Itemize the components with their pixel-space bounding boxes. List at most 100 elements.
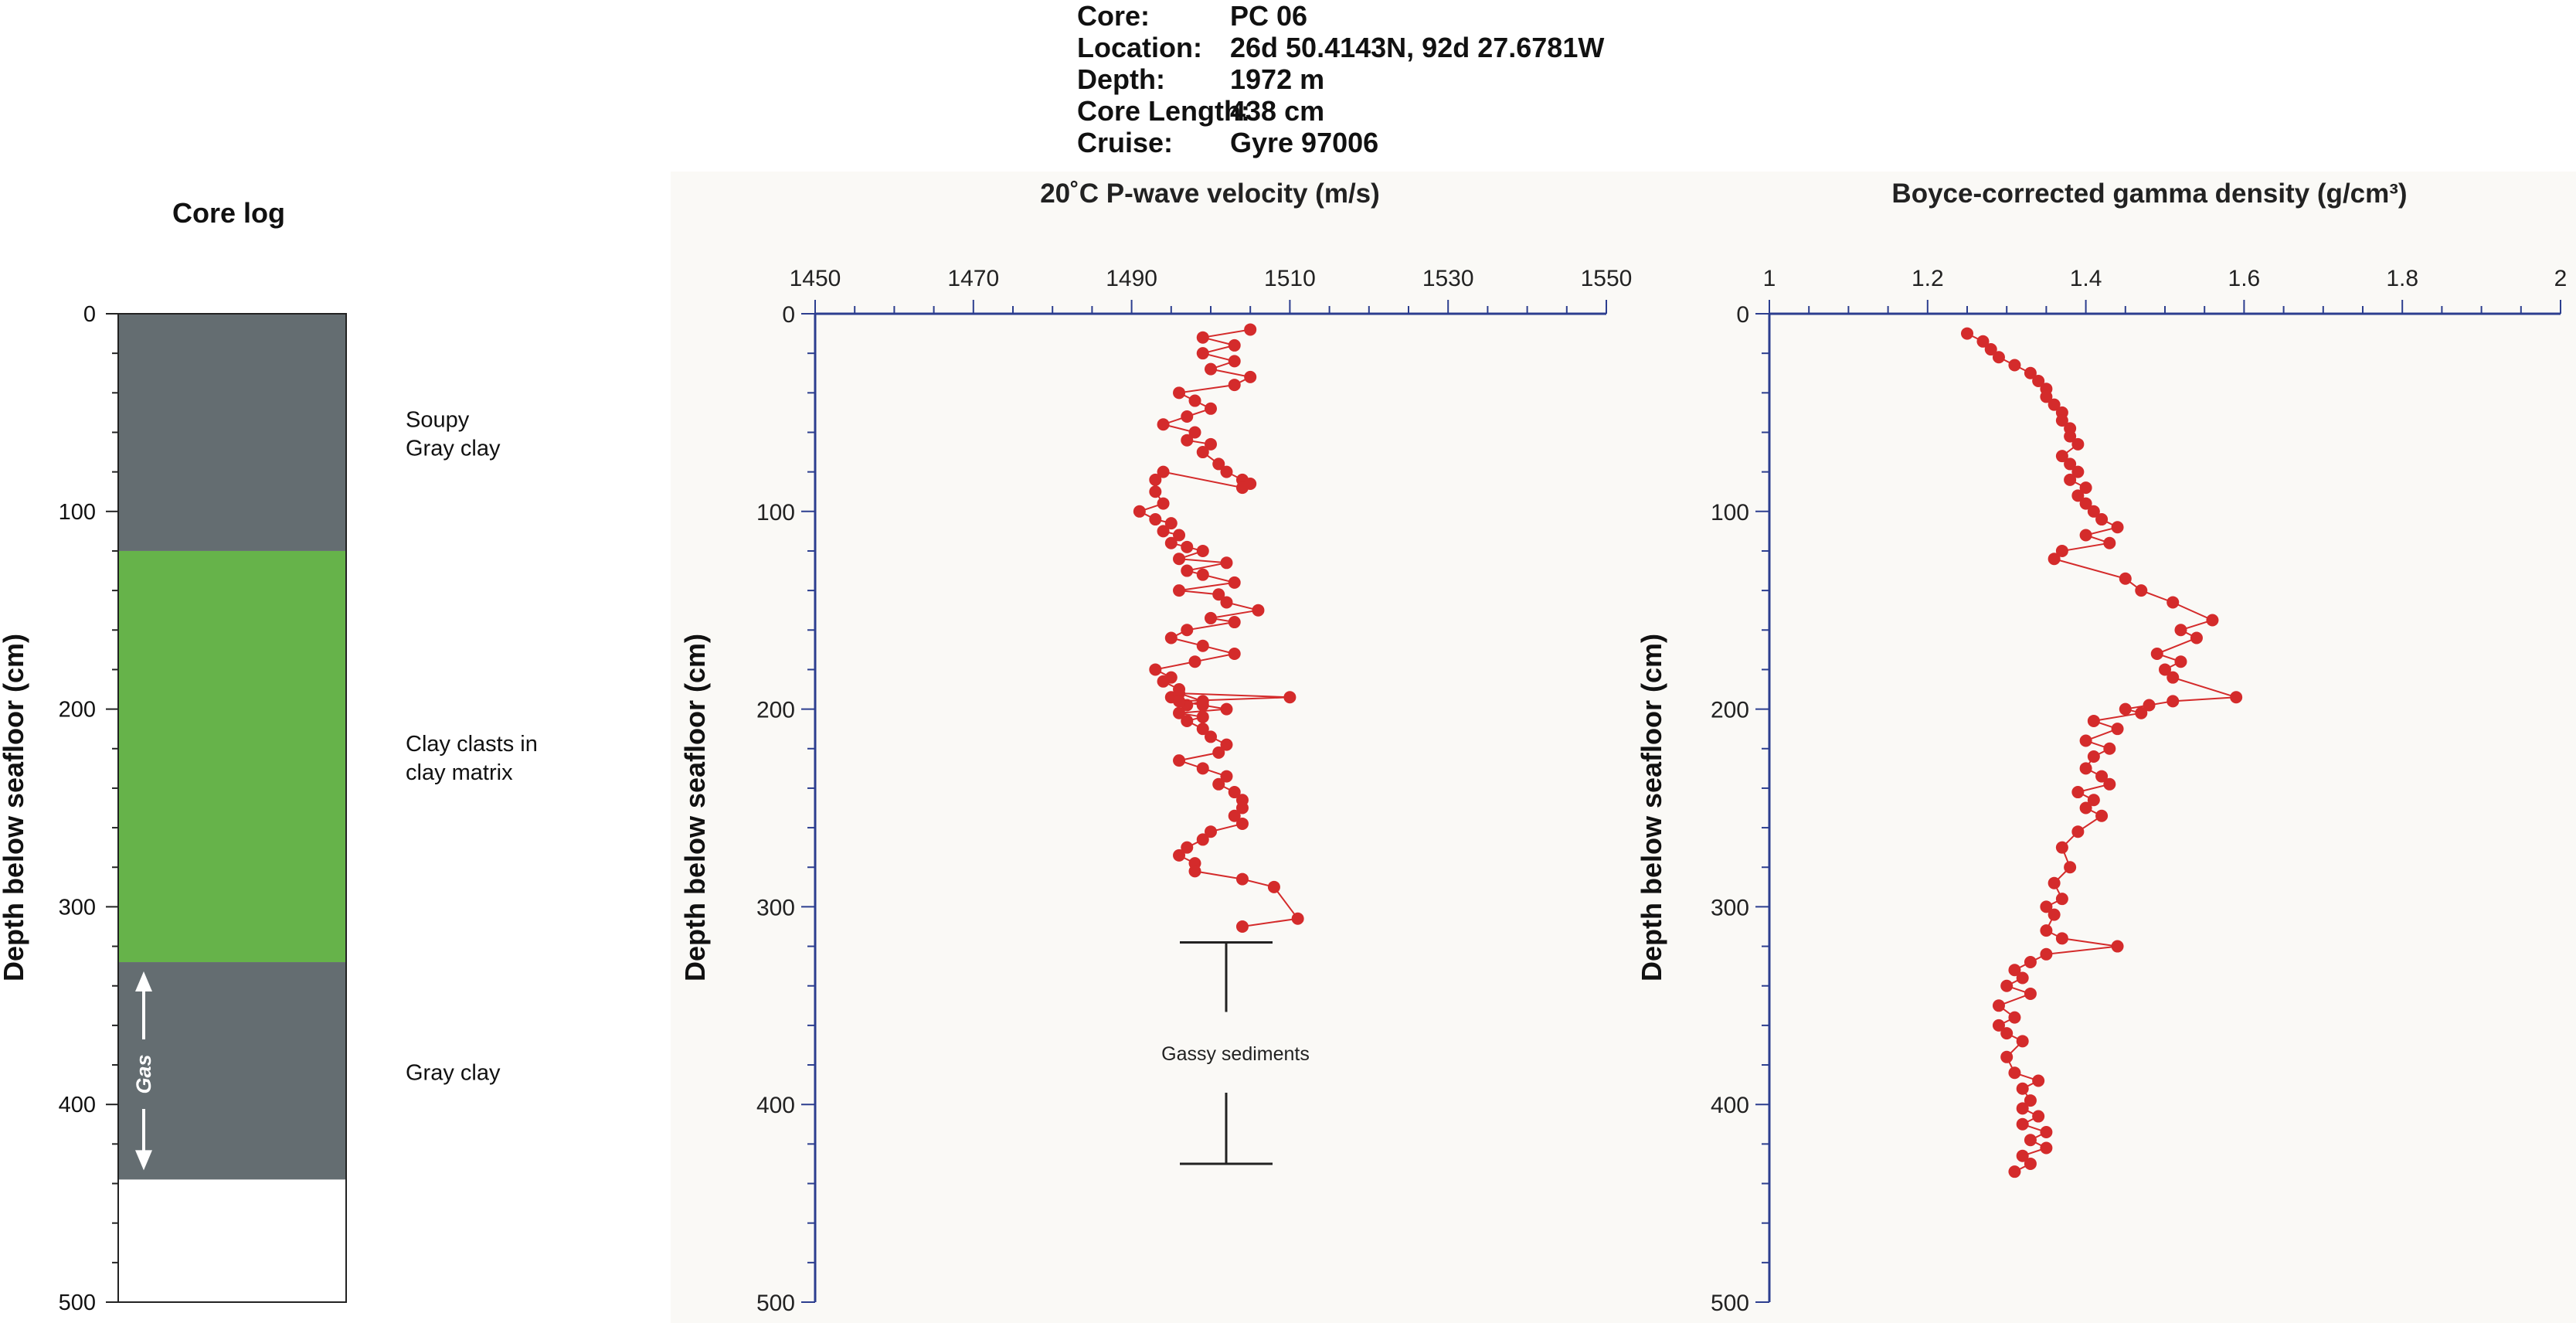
data-point bbox=[1961, 327, 1973, 340]
data-point bbox=[2095, 770, 2109, 783]
data-point bbox=[1228, 338, 1241, 352]
core-log-frame bbox=[117, 313, 347, 1303]
data-point bbox=[1228, 379, 1241, 392]
data-point bbox=[1205, 437, 1217, 451]
data-point bbox=[1196, 446, 1209, 459]
data-point bbox=[1181, 624, 1194, 637]
data-point bbox=[1164, 536, 1178, 549]
data-point bbox=[2206, 614, 2219, 627]
data-point bbox=[2055, 414, 2068, 427]
data-point bbox=[1196, 347, 1209, 360]
data-point bbox=[2024, 956, 2037, 969]
header-row: Location: 26d 50.4143N, 92d 27.6781W bbox=[1077, 32, 1604, 63]
data-point bbox=[1157, 418, 1170, 431]
data-point bbox=[2064, 861, 2077, 874]
y-tick-label: 0 bbox=[782, 302, 795, 328]
data-point bbox=[1235, 872, 1249, 886]
data-point bbox=[2064, 473, 2077, 486]
y-tick-label: 300 bbox=[59, 895, 96, 920]
y-tick-label: 400 bbox=[756, 1093, 795, 1118]
data-point bbox=[1205, 730, 1217, 743]
data-point bbox=[1157, 525, 1170, 538]
x-tick-label: 1.4 bbox=[2070, 266, 2102, 291]
data-point bbox=[2032, 1110, 2045, 1123]
data-point bbox=[1196, 699, 1209, 712]
data-point bbox=[1157, 465, 1170, 478]
data-point bbox=[1205, 402, 1217, 415]
y-tick-label: 100 bbox=[59, 500, 96, 525]
y-tick-label: 300 bbox=[1711, 895, 1749, 920]
x-tick-label: 1550 bbox=[1581, 266, 1633, 291]
data-point bbox=[1173, 553, 1186, 566]
data-point bbox=[1196, 568, 1209, 581]
gas-arrow-head-up bbox=[135, 971, 152, 992]
header-value: PC 06 bbox=[1230, 0, 1308, 32]
data-point bbox=[1992, 999, 2005, 1012]
data-point bbox=[2024, 366, 2037, 379]
y-axis-label: Depth below seafloor (cm) bbox=[1636, 634, 1667, 981]
core-unit-label: Soupy Gray clay bbox=[406, 407, 501, 461]
data-point bbox=[1196, 544, 1209, 557]
data-point bbox=[1235, 817, 1249, 830]
x-tick-label: 1 bbox=[1763, 266, 1776, 291]
core-unit-label: Gray clay bbox=[406, 1061, 501, 1086]
y-tick-label: 100 bbox=[756, 500, 795, 525]
data-point bbox=[2016, 1035, 2029, 1048]
data-point bbox=[1992, 351, 2005, 364]
data-point bbox=[2040, 900, 2053, 913]
data-point bbox=[1283, 691, 1296, 704]
data-series-line bbox=[1137, 328, 1300, 927]
data-point bbox=[1992, 1019, 2005, 1032]
data-point bbox=[1173, 849, 1186, 862]
data-point bbox=[2055, 932, 2068, 945]
data-point bbox=[1228, 355, 1241, 368]
data-point bbox=[2000, 979, 2014, 992]
core-unit-label: Clay clasts in clay matrix bbox=[406, 732, 538, 785]
header-value: 438 cm bbox=[1230, 95, 1325, 127]
header-label: Depth: bbox=[1077, 63, 1165, 95]
data-point bbox=[2071, 465, 2085, 478]
data-point bbox=[2071, 437, 2085, 451]
data-point bbox=[1181, 714, 1194, 727]
data-point bbox=[2230, 691, 2243, 704]
data-point bbox=[1157, 497, 1170, 510]
data-point bbox=[1235, 801, 1249, 815]
y-tick-label: 400 bbox=[1711, 1093, 1749, 1118]
data-point bbox=[1173, 386, 1186, 400]
y-tick-label: 0 bbox=[1736, 302, 1749, 328]
data-point bbox=[1181, 434, 1194, 447]
data-point bbox=[1220, 465, 1233, 478]
y-tick-label: 100 bbox=[1711, 500, 1749, 525]
data-point bbox=[1267, 880, 1280, 893]
data-point bbox=[2008, 964, 2021, 977]
data-point bbox=[1188, 865, 1201, 878]
data-point bbox=[2048, 908, 2061, 921]
data-point bbox=[1164, 517, 1178, 530]
data-point bbox=[1220, 738, 1233, 751]
data-point bbox=[2040, 390, 2053, 403]
y-tick-label: 0 bbox=[83, 302, 96, 327]
data-point bbox=[2000, 1027, 2014, 1040]
data-point bbox=[2166, 695, 2180, 708]
data-point bbox=[1291, 912, 1304, 925]
data-point bbox=[2016, 1117, 2029, 1131]
data-point bbox=[1173, 706, 1186, 719]
panel-title: 20˚C P-wave velocity (m/s) bbox=[1040, 179, 1380, 209]
p-wave-velocity-panel: 20˚C P-wave velocity (m/s) 1450 1470 1490 15… bbox=[671, 172, 1633, 1323]
data-point bbox=[1149, 485, 1162, 498]
data-point bbox=[2024, 987, 2037, 1000]
header-row: Cruise: Gyre 97006 bbox=[1077, 127, 1604, 158]
data-point bbox=[2008, 359, 2021, 372]
data-point bbox=[1196, 710, 1209, 723]
data-point bbox=[2016, 1149, 2029, 1162]
core-log-title: Core log bbox=[172, 197, 285, 229]
data-point bbox=[2008, 1165, 2021, 1178]
data-point bbox=[2087, 750, 2100, 763]
header-value: 26d 50.4143N, 92d 27.6781W bbox=[1230, 32, 1605, 63]
data-point bbox=[1157, 675, 1170, 688]
data-point bbox=[1196, 723, 1209, 736]
data-point bbox=[1149, 513, 1162, 526]
header-row: Depth: 1972 m bbox=[1077, 63, 1604, 95]
x-tick-label: 1450 bbox=[790, 266, 841, 291]
